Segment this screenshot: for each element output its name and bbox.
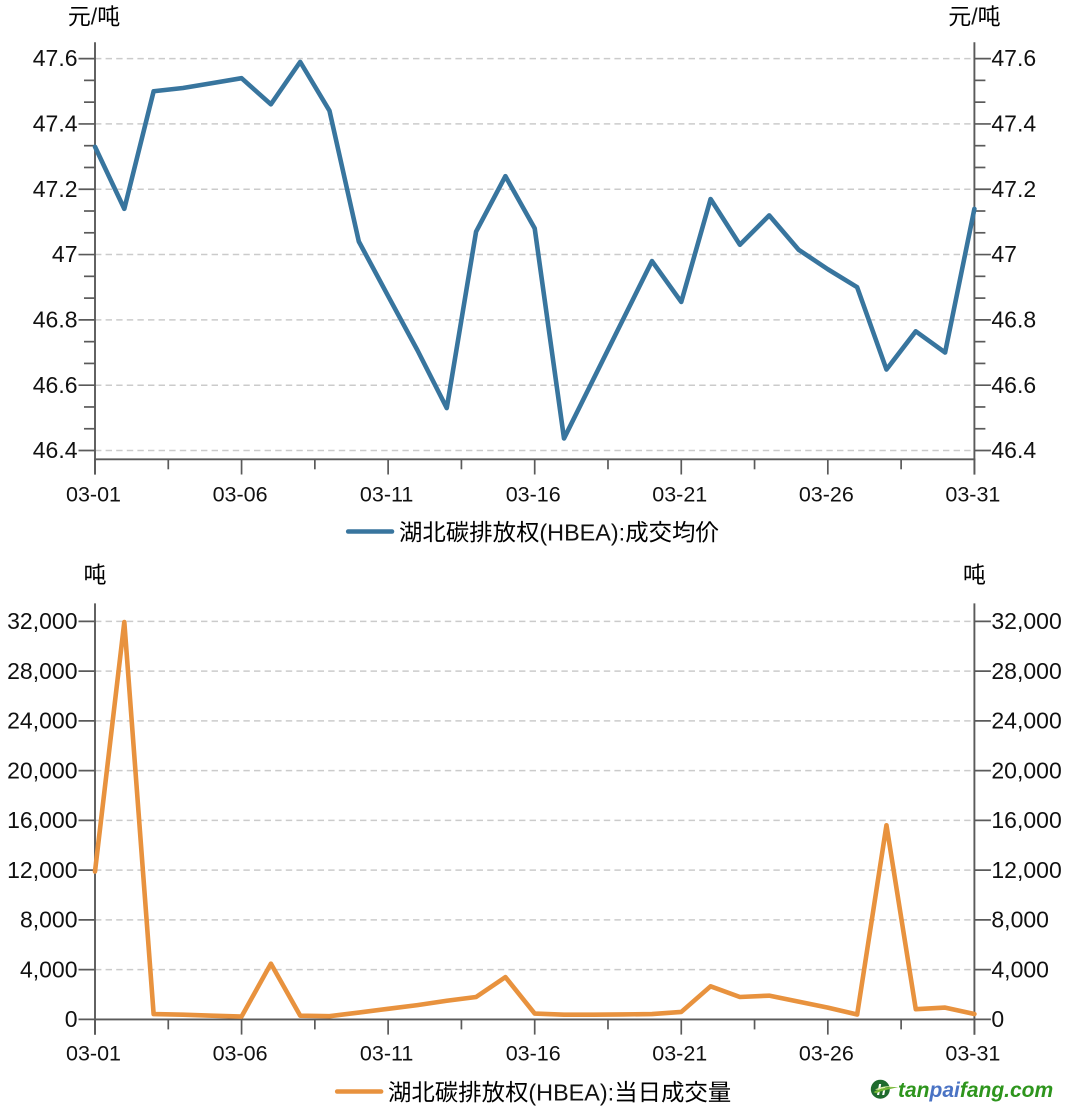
svg-text:46.8: 46.8 [33,306,78,332]
svg-text:47.6: 47.6 [991,45,1036,71]
svg-text:03-21: 03-21 [652,1042,707,1066]
svg-text:03-01: 03-01 [66,483,121,507]
svg-text:20,000: 20,000 [7,757,77,783]
svg-text:12,000: 12,000 [7,857,77,883]
svg-text:0: 0 [65,1006,78,1032]
svg-text:47.6: 47.6 [33,45,78,71]
svg-text:24,000: 24,000 [991,708,1061,734]
svg-text:(HBEA):: (HBEA): [528,1080,614,1106]
svg-text:0: 0 [991,1006,1004,1032]
svg-text:03-31: 03-31 [945,1042,1000,1066]
svg-text:47: 47 [991,241,1017,267]
svg-text:12,000: 12,000 [991,857,1061,883]
svg-text:20,000: 20,000 [991,757,1061,783]
svg-text:4,000: 4,000 [20,956,78,982]
svg-text:46.6: 46.6 [33,372,78,398]
svg-text:4,000: 4,000 [991,956,1049,982]
svg-text:03-01: 03-01 [66,1042,121,1066]
svg-text:(HBEA):: (HBEA): [539,520,625,546]
svg-text:32,000: 32,000 [7,608,77,634]
svg-text:03-06: 03-06 [213,483,268,507]
svg-text:/: / [91,4,98,30]
svg-text:8,000: 8,000 [20,907,78,933]
svg-text:46.6: 46.6 [991,372,1036,398]
svg-text:tanpaifang.com: tanpaifang.com [898,1079,1053,1102]
svg-text:03-26: 03-26 [799,483,854,507]
svg-text:03-26: 03-26 [799,1042,854,1066]
svg-text:47.2: 47.2 [33,176,78,202]
svg-text:28,000: 28,000 [991,658,1061,684]
svg-text:8,000: 8,000 [991,907,1049,933]
svg-text:03-06: 03-06 [213,1042,268,1066]
svg-text:24,000: 24,000 [7,708,77,734]
svg-text:03-11: 03-11 [360,483,413,507]
svg-text:47.4: 47.4 [991,111,1036,137]
svg-text:16,000: 16,000 [991,807,1061,833]
svg-text:47.4: 47.4 [33,111,78,137]
svg-text:03-16: 03-16 [506,1042,561,1066]
svg-text:46.4: 46.4 [33,437,78,463]
svg-text:28,000: 28,000 [7,658,77,684]
svg-text:46.4: 46.4 [991,437,1036,463]
svg-text:47.2: 47.2 [991,176,1036,202]
svg-text:32,000: 32,000 [991,608,1061,634]
svg-text:/: / [971,4,978,30]
svg-text:46.8: 46.8 [991,306,1036,332]
svg-text:03-21: 03-21 [652,483,707,507]
svg-text:16,000: 16,000 [7,807,77,833]
svg-text:47: 47 [52,241,78,267]
svg-text:03-16: 03-16 [506,483,561,507]
svg-text:03-11: 03-11 [360,1042,413,1066]
svg-text:03-31: 03-31 [945,483,1000,507]
